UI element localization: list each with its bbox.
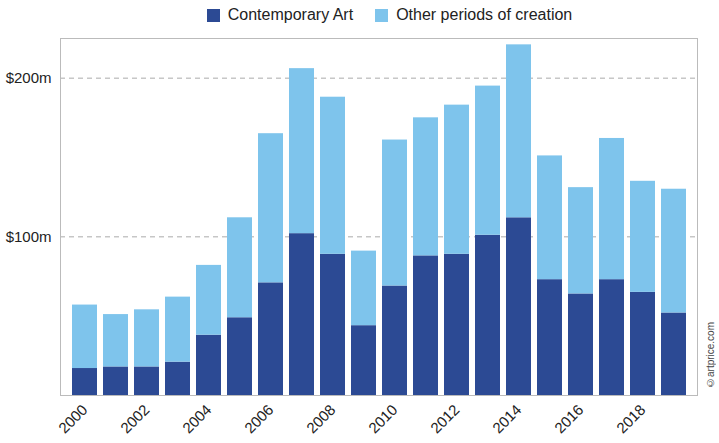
svg-text:2006: 2006	[241, 401, 277, 437]
html-text:©artprice.com: ©artprice.com	[705, 322, 716, 388]
svg-text:$100m: $100m	[6, 228, 52, 245]
html-text:Contemporary Art: Contemporary Art	[227, 6, 354, 23]
svg-text:2018: 2018	[613, 401, 649, 437]
svg-text:2002: 2002	[117, 401, 153, 437]
svg-text:2012: 2012	[427, 401, 463, 437]
svg-text:$200m: $200m	[6, 69, 52, 86]
svg-text:2000: 2000	[55, 401, 91, 437]
svg-text:2010: 2010	[365, 401, 401, 437]
html-text:Other periods of creation: Other periods of creation	[396, 6, 573, 23]
svg-text:2016: 2016	[551, 401, 587, 437]
svg-text:2008: 2008	[303, 401, 339, 437]
svg-text:2014: 2014	[489, 401, 525, 437]
svg-text:2004: 2004	[179, 401, 215, 437]
